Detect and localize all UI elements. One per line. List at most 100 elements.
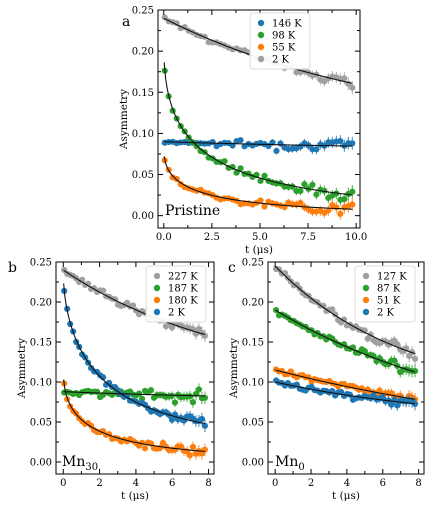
data-point	[189, 443, 197, 451]
data-point	[198, 415, 206, 423]
x-axis-label: t (μs)	[332, 490, 360, 502]
data-point	[411, 367, 419, 375]
legend-label: 2 K	[377, 308, 395, 319]
y-tick-label: 0.00	[132, 211, 154, 222]
data-point	[340, 316, 348, 323]
data-point	[269, 139, 276, 146]
data-point	[337, 137, 344, 145]
legend-label: 127 K	[377, 272, 407, 283]
y-tick-label: 0.10	[242, 378, 264, 389]
data-point	[257, 177, 264, 184]
panel-letter: a	[122, 14, 130, 30]
fit-line	[63, 283, 206, 425]
data-point	[201, 446, 209, 453]
data-point	[135, 390, 143, 397]
legend-label: 187 K	[168, 284, 198, 295]
series-55-k	[161, 157, 356, 220]
data-point	[221, 158, 228, 165]
legend-label: 55 K	[272, 43, 296, 54]
legend-marker	[257, 31, 265, 39]
data-point	[141, 445, 149, 452]
data-point	[100, 287, 107, 294]
legend-label: 146 K	[272, 19, 302, 30]
y-tick-label: 0.25	[242, 258, 264, 269]
data-point	[129, 302, 137, 309]
chart-panel-b: b 0.00 0.05 0.10 0.15 0.20 0.25 0 2 4 6 8 t (μs) Asym…	[8, 258, 215, 502]
y-tick-label: 0.25	[132, 6, 154, 17]
x-tick-label: 8	[415, 478, 421, 489]
fit-line	[275, 265, 416, 355]
data-point	[257, 197, 264, 204]
data-point	[388, 401, 395, 408]
data-point	[171, 399, 179, 406]
data-point	[370, 392, 377, 399]
x-tick-label: 0	[272, 478, 278, 489]
data-point	[147, 387, 155, 394]
legend-label: 51 K	[377, 296, 401, 307]
fit-line	[275, 369, 416, 400]
x-tick-label: 8	[205, 478, 211, 489]
data-point	[341, 196, 348, 203]
y-tick-label: 0.00	[242, 458, 264, 469]
data-point	[394, 341, 401, 348]
data-point	[321, 187, 328, 194]
fit-line	[63, 391, 205, 397]
data-point	[313, 191, 320, 198]
y-axis-label: Asymmetry	[228, 338, 240, 399]
data-point	[313, 146, 320, 153]
data-point	[341, 75, 348, 82]
data-point	[201, 422, 209, 429]
data-point	[325, 207, 332, 214]
legend-label: 180 K	[168, 296, 198, 307]
axes-frame	[157, 9, 361, 229]
fit-line	[63, 379, 205, 452]
legend-box	[354, 265, 416, 323]
legend-label: 87 K	[377, 284, 401, 295]
data-point	[168, 416, 176, 423]
x-tick-label: 2	[96, 478, 102, 489]
panel-letter: b	[8, 260, 17, 276]
data-point	[349, 201, 356, 208]
legend-label: 2 K	[272, 55, 290, 66]
y-axis-label: Asymmetry	[16, 338, 28, 399]
legend-marker	[362, 308, 370, 316]
data-point	[273, 147, 280, 155]
legend-label: 227 K	[168, 272, 198, 283]
y-tick-label: 0.25	[30, 258, 52, 269]
series-98-k	[161, 67, 356, 206]
data-point	[411, 355, 419, 362]
fit-line	[163, 62, 353, 196]
data-point	[186, 452, 194, 459]
sample-annotation: Mn30	[62, 454, 98, 473]
chart-panel-a: a 0.00 0.05 0.10 0.15 0.20 0.25 0.0 2.5 5.0 7.5 10.…	[118, 6, 367, 257]
fit-line	[275, 309, 416, 373]
data-point	[237, 137, 244, 144]
legend-marker	[257, 19, 265, 27]
data-point	[177, 443, 185, 450]
legend-marker	[362, 284, 370, 292]
x-axis-label: t (μs)	[121, 490, 149, 502]
legend-marker	[257, 55, 265, 63]
y-tick-label: 0.15	[132, 88, 154, 99]
legend-marker	[153, 272, 161, 280]
data-point	[261, 172, 268, 179]
y-tick-label: 0.10	[30, 378, 52, 389]
fit-line	[164, 141, 353, 147]
legend-marker	[153, 296, 161, 304]
x-tick-label: 10.0	[345, 232, 367, 243]
axes-frame	[267, 261, 425, 475]
legend-marker	[153, 308, 161, 316]
data-point	[337, 210, 344, 217]
data-point	[349, 188, 356, 195]
data-point	[94, 388, 101, 395]
data-point	[320, 302, 327, 309]
data-point	[297, 188, 304, 195]
data-point	[376, 387, 383, 394]
x-tick-label: 4	[133, 478, 139, 489]
series-2-k	[61, 287, 209, 433]
data-point	[391, 357, 398, 364]
legend-box	[249, 12, 311, 70]
x-tick-label: 6	[380, 478, 386, 489]
data-point	[301, 181, 308, 188]
